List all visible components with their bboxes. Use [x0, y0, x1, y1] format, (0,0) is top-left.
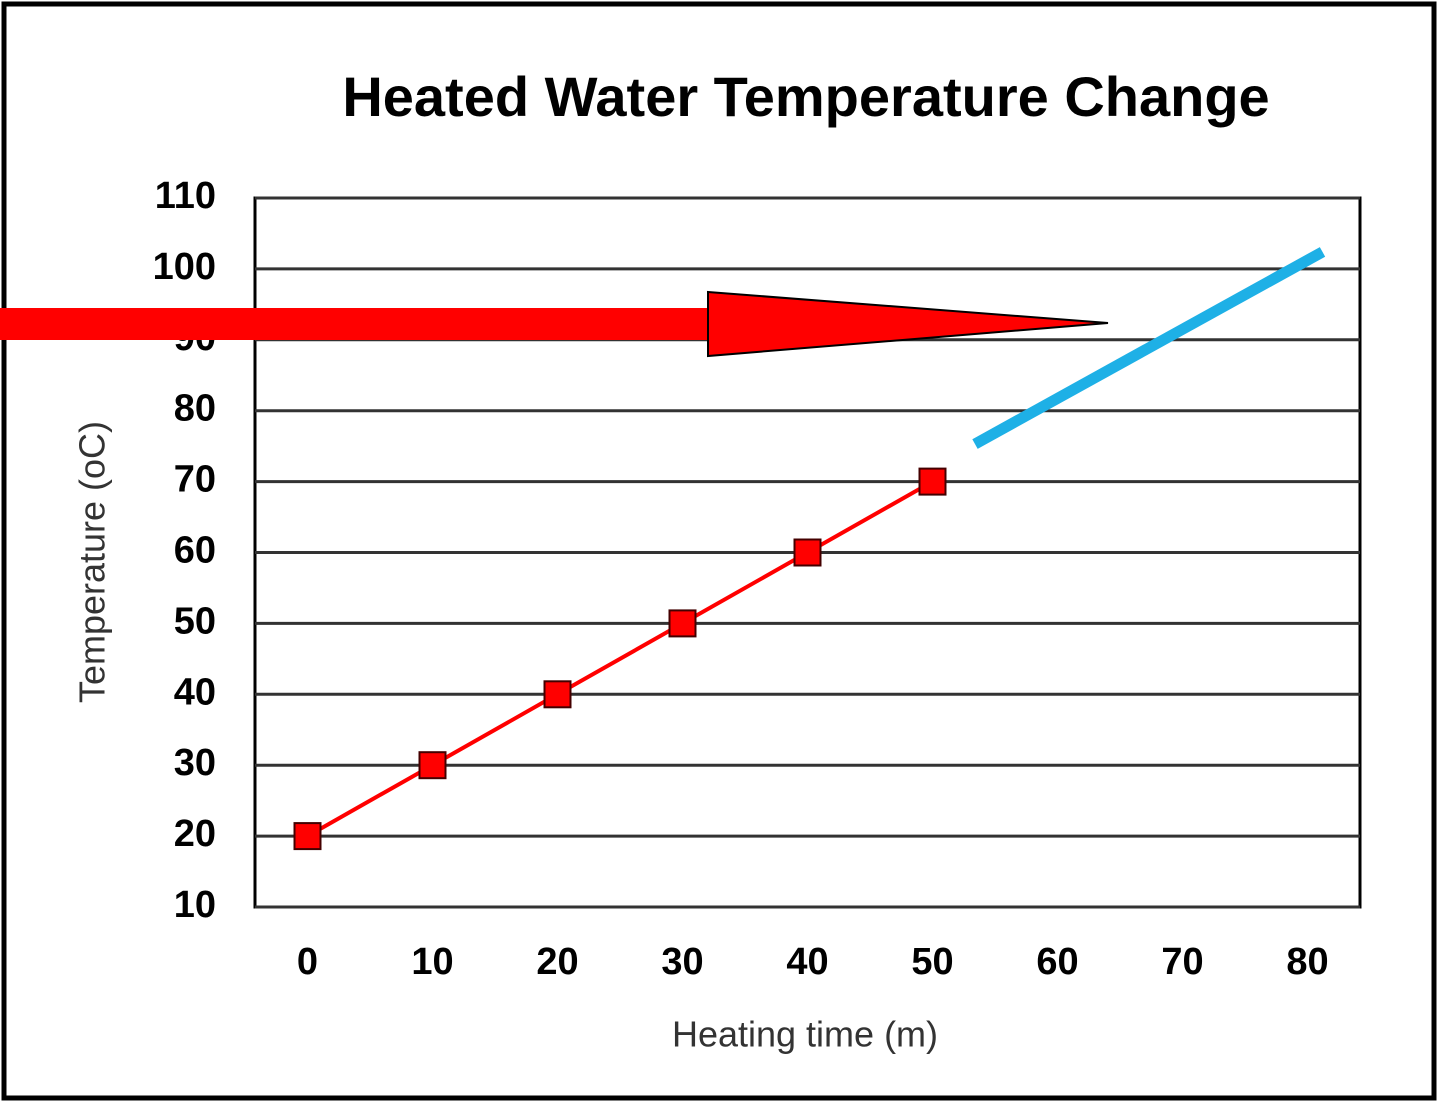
- x-tick-label: 50: [911, 941, 953, 983]
- x-tick-label: 0: [297, 941, 318, 983]
- arrow-head: [707, 290, 1109, 358]
- arrow-shaft: [0, 308, 712, 340]
- x-tick-label: 40: [786, 941, 828, 983]
- x-tick-label: 20: [536, 941, 578, 983]
- y-tick-label: 60: [174, 530, 216, 572]
- x-axis-label: Heating time (m): [672, 1014, 938, 1055]
- marker: [793, 538, 822, 567]
- y-axis-label: Temperature (oC): [72, 421, 113, 703]
- y-tick-label: 30: [174, 742, 216, 784]
- y-tick-label: 50: [174, 600, 216, 642]
- y-tick-label: 80: [174, 388, 216, 430]
- y-tick-label: 10: [174, 884, 216, 926]
- chart-title: Heated Water Temperature Change: [342, 65, 1269, 128]
- marker: [918, 467, 947, 496]
- marker: [293, 822, 322, 851]
- marker: [668, 609, 697, 638]
- x-tick-label: 80: [1286, 941, 1328, 983]
- arrow-annotation: [0, 290, 1109, 358]
- y-tick-label: 70: [174, 459, 216, 501]
- series-line: [306, 479, 934, 838]
- marker: [543, 680, 572, 709]
- x-tick-label: 60: [1036, 941, 1078, 983]
- y-tick-label: 20: [174, 813, 216, 855]
- marker: [418, 751, 447, 780]
- x-tick-label: 10: [411, 941, 453, 983]
- y-tick-label: 40: [174, 671, 216, 713]
- y-tick-label: 100: [153, 246, 216, 288]
- x-tick-label: 70: [1161, 941, 1203, 983]
- series-line: [972, 247, 1326, 449]
- x-tick-label: 30: [661, 941, 703, 983]
- y-tick-label: 110: [155, 175, 216, 217]
